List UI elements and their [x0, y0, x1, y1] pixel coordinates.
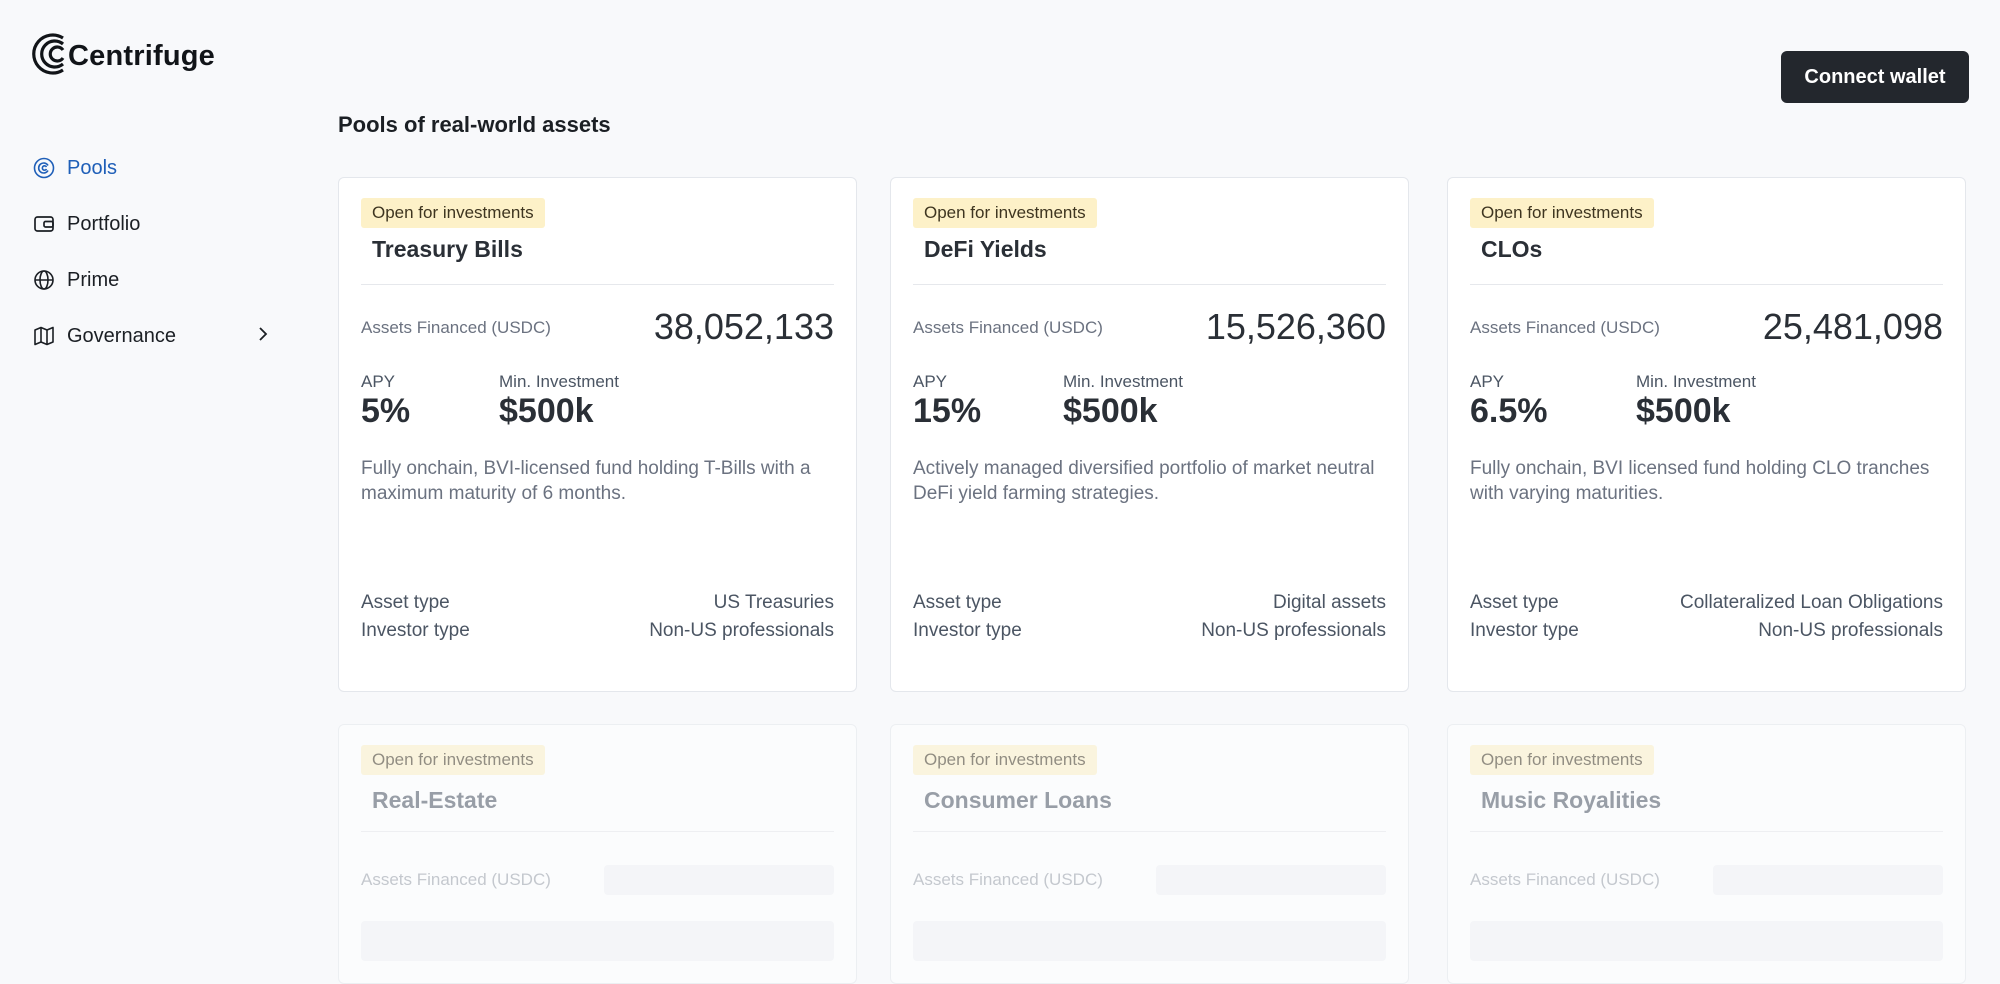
logo-text: Centrifuge [68, 39, 215, 72]
sidebar-item-portfolio[interactable]: Portfolio [31, 196, 271, 252]
centrifuge-logo-icon [32, 33, 65, 75]
min-investment-label: Min. Investment [1063, 372, 1183, 391]
asset-type-value: Collateralized Loan Obligations [1680, 592, 1943, 613]
sidebar-item-prime[interactable]: Prime [31, 252, 271, 308]
assets-financed-label: Assets Financed (USDC) [913, 870, 1103, 889]
investor-type-label: Investor type [913, 620, 1022, 641]
min-investment-value: $500k [499, 392, 594, 430]
pool-name: Consumer Loans [924, 787, 1112, 813]
apy-label: APY [1470, 372, 1505, 391]
apy-value: 15% [913, 392, 982, 430]
connect-wallet-button[interactable]: Connect wallet [1781, 51, 1969, 103]
pool-card-treasury-bills[interactable]: Open for investments Treasury Bills Asse… [338, 177, 857, 692]
pool-card-defi-yields[interactable]: Open for investments DeFi Yields Assets … [890, 177, 1409, 692]
status-badge: Open for investments [1470, 745, 1654, 775]
status-badge: Open for investments [913, 745, 1097, 775]
pool-card-real-estate[interactable]: Open for investments Real-Estate Assets … [338, 724, 857, 984]
wallet-icon [31, 211, 57, 237]
page-title: Pools of real-world assets [338, 112, 611, 137]
globe-icon [31, 267, 57, 293]
loading-skeleton [1156, 865, 1386, 895]
chevron-right-icon [257, 325, 269, 348]
asset-type-label: Asset type [913, 592, 1002, 613]
sidebar-item-label: Portfolio [67, 212, 141, 235]
status-badge: Open for investments [361, 745, 545, 775]
sidebar-item-pools[interactable]: Pools [31, 140, 271, 196]
pool-card-consumer-loans[interactable]: Open for investments Consumer Loans Asse… [890, 724, 1409, 984]
min-investment-label: Min. Investment [499, 372, 619, 391]
investor-type-label: Investor type [361, 620, 470, 641]
assets-financed-label: Assets Financed (USDC) [913, 318, 1103, 337]
sidebar-nav: Pools Portfolio Prime Gove [31, 140, 271, 364]
investor-type-value: Non-US professionals [649, 620, 834, 641]
pool-name: CLOs [1481, 236, 1543, 262]
pool-card-clos[interactable]: Open for investments CLOs Assets Finance… [1447, 177, 1966, 692]
investor-type-row: Investor type Non-US professionals [913, 620, 1386, 642]
assets-financed-label: Assets Financed (USDC) [1470, 318, 1660, 337]
loading-skeleton [604, 865, 834, 895]
divider [1470, 831, 1943, 832]
pool-name: Treasury Bills [372, 236, 523, 262]
pool-description: Fully onchain, BVI licensed fund holding… [1470, 458, 1930, 504]
pool-name: Real-Estate [372, 787, 498, 813]
loading-skeleton [1470, 921, 1943, 961]
assets-financed-value: 25,481,098 [1762, 306, 1943, 347]
divider [361, 284, 834, 285]
pool-name: DeFi Yields [924, 236, 1047, 262]
min-investment-value: $500k [1063, 392, 1158, 430]
investor-type-row: Investor type Non-US professionals [1470, 620, 1943, 642]
asset-type-value: US Treasuries [713, 592, 834, 613]
assets-financed-label: Assets Financed (USDC) [361, 870, 551, 889]
apy-value: 5% [361, 392, 411, 430]
pool-description: Actively managed diversified portfolio o… [913, 458, 1375, 504]
investor-type-value: Non-US professionals [1758, 620, 1943, 641]
investor-type-value: Non-US professionals [1201, 620, 1386, 641]
asset-type-row: Asset type Collateralized Loan Obligatio… [1470, 592, 1943, 614]
status-badge: Open for investments [1470, 198, 1654, 228]
divider [1470, 284, 1943, 285]
divider [913, 831, 1386, 832]
investor-type-label: Investor type [1470, 620, 1579, 641]
pool-description: Fully onchain, BVI-licensed fund holding… [361, 458, 811, 504]
pool-name: Music Royalities [1481, 787, 1662, 813]
asset-type-row: Asset type Digital assets [913, 592, 1386, 614]
sidebar-item-label: Prime [67, 268, 120, 291]
apy-value: 6.5% [1470, 392, 1548, 430]
assets-financed-label: Assets Financed (USDC) [1470, 870, 1660, 889]
loading-skeleton [361, 921, 834, 961]
asset-type-label: Asset type [1470, 592, 1559, 613]
min-investment-value: $500k [1636, 392, 1731, 430]
centrifuge-logo[interactable]: Centrifuge [31, 32, 215, 76]
apy-label: APY [913, 372, 948, 391]
sidebar-item-label: Pools [67, 156, 118, 179]
map-icon [31, 323, 57, 349]
asset-type-value: Digital assets [1273, 592, 1386, 613]
loading-skeleton [913, 921, 1386, 961]
asset-type-label: Asset type [361, 592, 450, 613]
sidebar-item-label: Governance [67, 324, 176, 347]
pools-icon [31, 155, 57, 181]
divider [361, 831, 834, 832]
investor-type-row: Investor type Non-US professionals [361, 620, 834, 642]
status-badge: Open for investments [361, 198, 545, 228]
assets-financed-value: 38,052,133 [653, 306, 834, 347]
apy-label: APY [361, 372, 396, 391]
sidebar-item-governance[interactable]: Governance [31, 308, 271, 364]
divider [913, 284, 1386, 285]
min-investment-label: Min. Investment [1636, 372, 1756, 391]
assets-financed-label: Assets Financed (USDC) [361, 318, 551, 337]
loading-skeleton [1713, 865, 1943, 895]
status-badge: Open for investments [913, 198, 1097, 228]
pool-card-music-royalities[interactable]: Open for investments Music Royalities As… [1447, 724, 1966, 984]
assets-financed-value: 15,526,360 [1205, 306, 1386, 347]
asset-type-row: Asset type US Treasuries [361, 592, 834, 614]
